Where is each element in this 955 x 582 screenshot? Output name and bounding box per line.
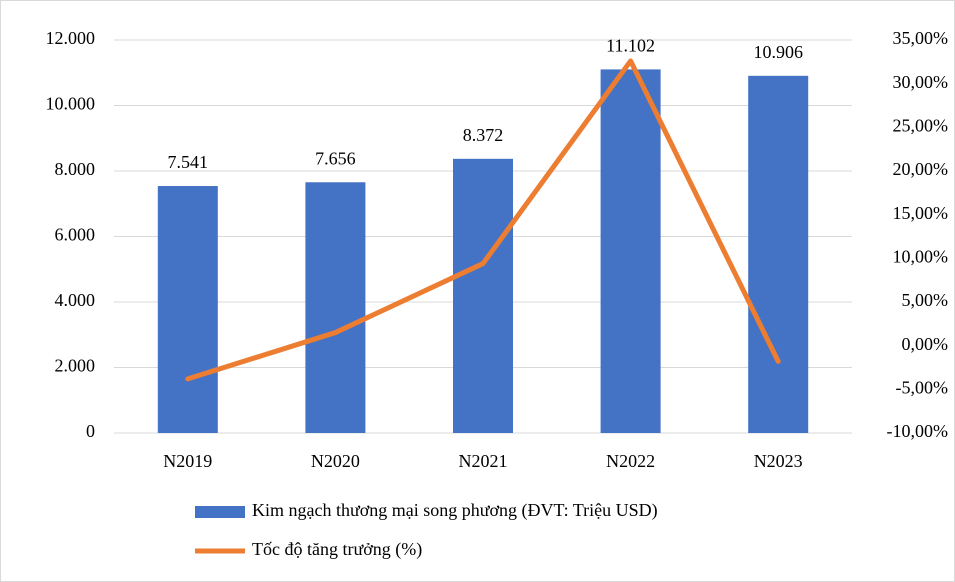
y-tick-label: 12.000 [46, 28, 96, 48]
y-tick-label: 10.000 [46, 94, 96, 114]
y2-tick-label: 35,00% [893, 28, 949, 48]
y-tick-label: 8.000 [55, 159, 96, 179]
y2-tick-label: 30,00% [893, 72, 949, 92]
y-tick-label: 6.000 [55, 225, 96, 245]
y2-tick-label: 10,00% [893, 246, 949, 266]
x-tick-label: N2020 [311, 451, 360, 471]
data-label: 7.656 [315, 148, 356, 168]
y-tick-label: 2.000 [55, 356, 96, 376]
y2-tick-label: -10,00% [887, 421, 949, 441]
y2-tick-label: 0,00% [902, 334, 949, 354]
legend-label: Kim ngạch thương mại song phương (ĐVT: T… [252, 500, 658, 521]
y-tick-label: 0 [86, 421, 95, 441]
data-label: 11.102 [606, 36, 655, 56]
data-label: 10.906 [753, 42, 803, 62]
legend-swatch [195, 506, 245, 518]
x-tick-label: N2022 [606, 451, 655, 471]
data-label: 7.541 [168, 152, 209, 172]
legend-label: Tốc độ tăng trưởng (%) [252, 539, 422, 560]
x-tick-label: N2019 [163, 451, 212, 471]
bar [157, 186, 218, 433]
x-tick-label: N2021 [459, 451, 508, 471]
data-label: 8.372 [463, 125, 504, 145]
bar [600, 69, 661, 434]
y2-tick-label: 25,00% [893, 115, 949, 135]
bar [453, 158, 513, 433]
y-tick-label: 4.000 [55, 290, 96, 310]
bar [305, 182, 366, 433]
x-tick-label: N2023 [754, 451, 803, 471]
y2-tick-label: -5,00% [896, 377, 949, 397]
y2-tick-label: 20,00% [893, 159, 949, 179]
y2-tick-label: 15,00% [893, 203, 949, 223]
bar [748, 75, 809, 434]
line [185, 58, 781, 382]
y2-tick-label: 5,00% [902, 290, 949, 310]
